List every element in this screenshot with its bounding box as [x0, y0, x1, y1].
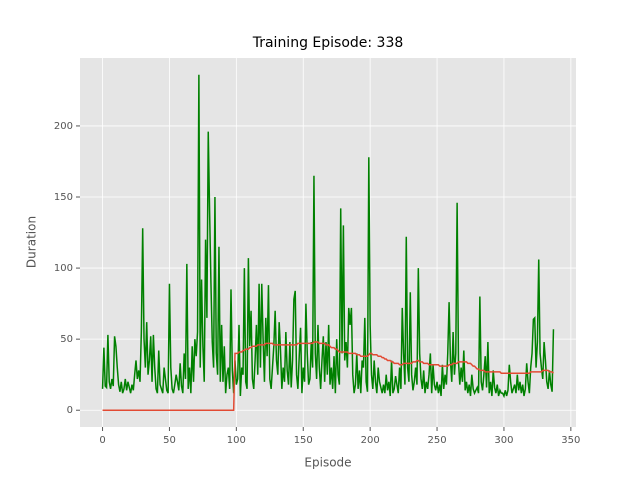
x-tick-label: 300 [494, 435, 513, 446]
x-axis-label: Episode [304, 456, 351, 470]
y-tick-label: 0 [67, 405, 73, 416]
y-tick-label: 200 [54, 121, 73, 132]
y-axis-label: Duration [25, 216, 39, 268]
y-tick-label: 50 [60, 334, 73, 345]
x-tick-label: 0 [99, 435, 105, 446]
x-tick-label: 100 [227, 435, 246, 446]
x-tick-label: 50 [163, 435, 176, 446]
x-tick-label: 350 [561, 435, 580, 446]
x-tick-label: 200 [361, 435, 380, 446]
data-line [101, 74, 555, 399]
y-tick-label: 150 [54, 192, 73, 203]
x-tick-label: 150 [294, 435, 313, 446]
x-tick-label: 250 [428, 435, 447, 446]
data-line [102, 341, 555, 411]
y-tick-label: 100 [54, 263, 73, 274]
chart-title: Training Episode: 338 [252, 35, 404, 51]
